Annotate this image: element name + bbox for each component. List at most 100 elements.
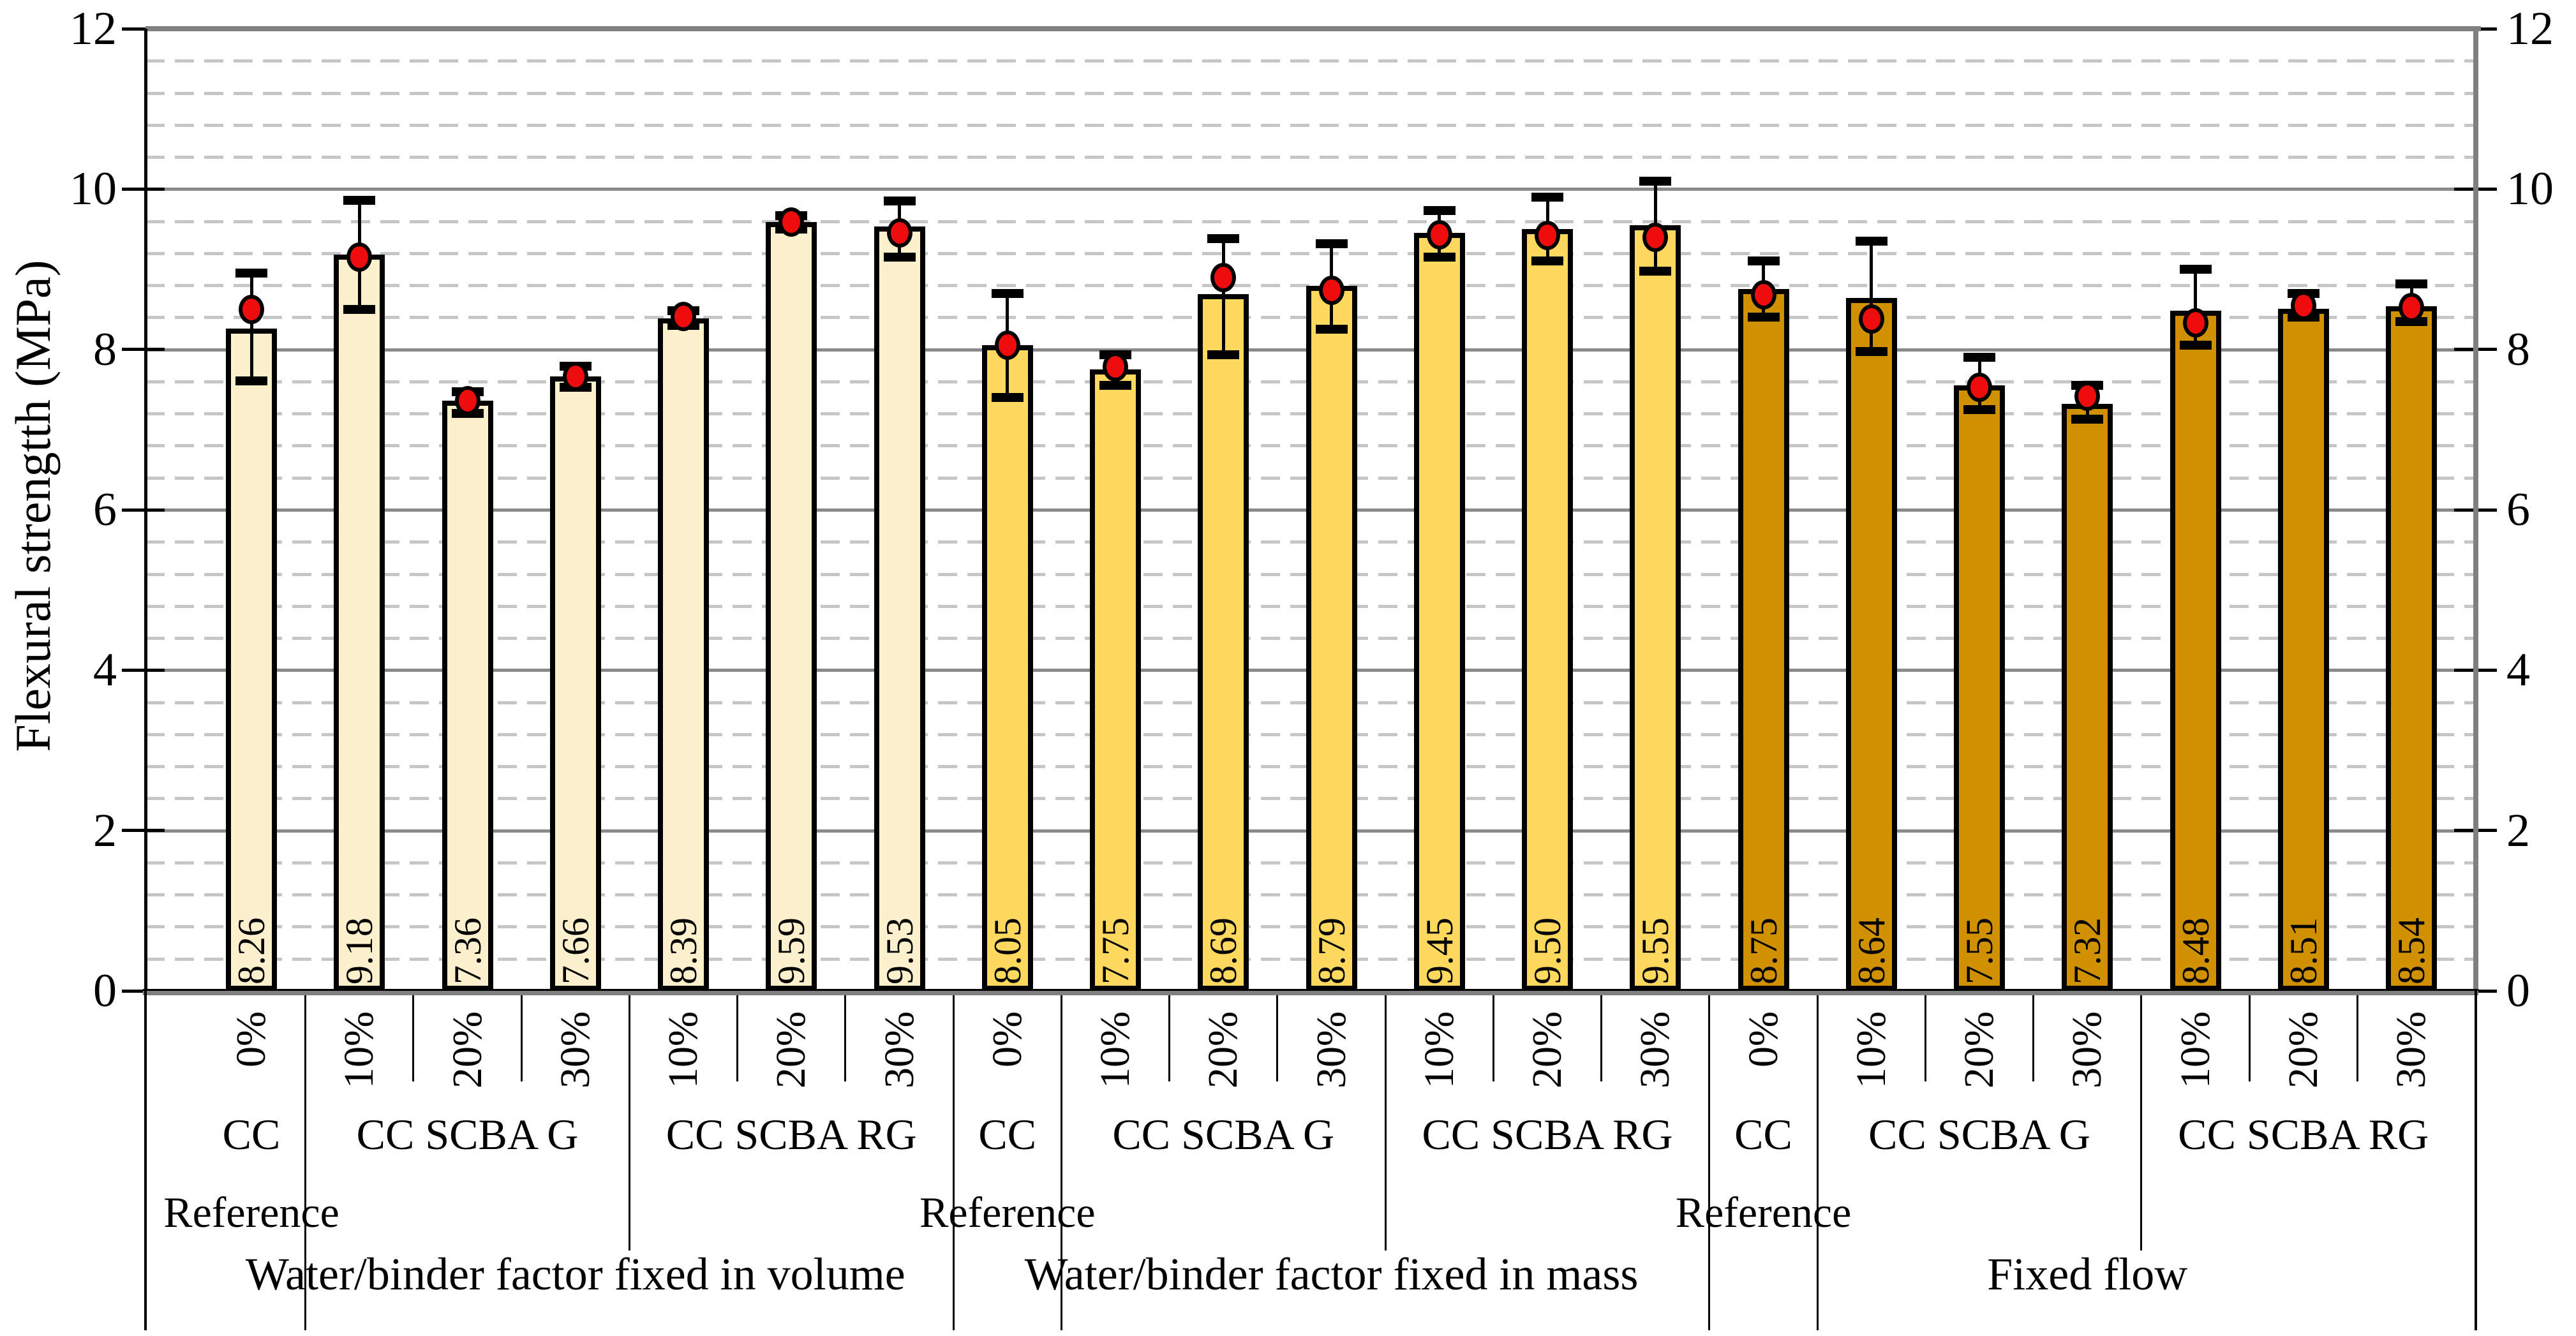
reference-label: Reference	[919, 1188, 1096, 1236]
error-bar-cap-top	[1423, 206, 1456, 216]
error-bar-cap-top	[2395, 279, 2427, 288]
error-bar-cap-top	[235, 269, 267, 278]
mean-marker-dot	[886, 218, 912, 248]
subgroup-label: CC SCBA RG	[1422, 1110, 1673, 1159]
y-axis-tick-left	[122, 348, 165, 352]
subgroup-label: CC	[978, 1110, 1037, 1159]
error-bar-cap-bottom	[1855, 347, 1887, 357]
plot-border-right	[2473, 26, 2478, 993]
error-bar-cap-top	[1207, 234, 1240, 244]
bar-value-label: 8.69	[1202, 917, 1245, 984]
y-axis-tick-label-left: 6	[93, 484, 117, 536]
category-separator-line	[1816, 991, 1819, 1330]
bar	[1522, 229, 1573, 991]
gridline-minor	[145, 156, 2476, 160]
subgroup-label: CC SCBA RG	[666, 1110, 917, 1159]
bar	[2277, 308, 2329, 991]
y-axis-tick-left	[122, 508, 165, 512]
category-separator-line	[1384, 991, 1387, 1251]
y-axis-tick-left	[122, 829, 165, 833]
mean-marker-dot	[2074, 381, 2101, 411]
gridline-minor	[145, 219, 2476, 223]
error-bar-cap-bottom	[1099, 381, 1131, 390]
category-separator-line	[2248, 991, 2251, 1081]
mean-marker-dot	[1858, 304, 1884, 334]
bar-value-label: 7.36	[446, 917, 489, 984]
mean-marker-dot	[994, 330, 1020, 360]
mean-marker-dot	[1318, 275, 1344, 305]
y-axis-tick-label-left: 8	[93, 323, 117, 376]
bar	[1090, 369, 1141, 991]
y-axis-tick-label-right: 2	[2506, 804, 2530, 857]
mean-marker-dot	[1535, 221, 1560, 251]
category-separator-line	[628, 991, 630, 1251]
group-label: Fixed flow	[1987, 1249, 2188, 1300]
bar	[1738, 289, 1789, 991]
category-separator-line	[1924, 991, 1926, 1081]
bar-value-label: 8.79	[1310, 917, 1353, 984]
bar	[1306, 286, 1357, 991]
category-separator-line	[1168, 991, 1171, 1081]
y-axis-tick-label-right: 6	[2506, 484, 2530, 536]
category-separator-line	[844, 991, 847, 1081]
bar-value-label: 9.18	[338, 917, 381, 984]
error-bar-cap-top	[1963, 353, 1995, 362]
reference-label: Reference	[163, 1188, 339, 1236]
y-axis-tick-label-left: 0	[93, 965, 117, 1017]
mean-marker-dot	[1750, 280, 1776, 310]
subgroup-label: CC SCBA G	[1868, 1110, 2090, 1159]
mean-marker-dot	[2399, 293, 2424, 323]
gridline-minor	[145, 59, 2476, 63]
y-axis-tick-left	[122, 27, 165, 31]
right-edge-separator	[2475, 991, 2477, 1330]
mean-marker-dot	[2290, 290, 2316, 320]
error-bar-cap-top	[1315, 239, 1348, 248]
mean-marker-dot	[1967, 372, 1992, 402]
subgroup-label: CC SCBA RG	[2178, 1110, 2429, 1159]
error-bar-cap-bottom	[991, 393, 1024, 403]
bar	[334, 255, 385, 991]
category-separator-line	[952, 991, 955, 1330]
error-bar-cap-bottom	[883, 253, 916, 262]
mean-marker-dot	[1426, 219, 1452, 249]
bar	[981, 345, 1033, 991]
error-bar-cap-top	[883, 197, 916, 206]
category-separator-line	[1492, 991, 1494, 1081]
bar	[1198, 293, 1249, 991]
subgroup-label: CC	[1734, 1110, 1792, 1159]
category-separator-line	[1600, 991, 1603, 1081]
error-bar-cap-bottom	[1531, 256, 1563, 266]
bar-value-label: 9.53	[878, 917, 921, 984]
y-axis-tick-left	[122, 187, 165, 191]
bar-value-label: 8.75	[1742, 917, 1785, 984]
bar-value-label: 7.55	[1958, 917, 2000, 984]
gridline-major	[145, 188, 2476, 191]
y-axis-tick-label-left: 10	[70, 163, 117, 216]
bar	[442, 401, 493, 991]
error-bar-cap-bottom	[2179, 341, 2212, 350]
error-bar-cap-bottom	[235, 376, 267, 385]
gridline-minor	[145, 251, 2476, 255]
category-separator-line	[2356, 991, 2358, 1081]
bar	[226, 328, 277, 991]
mean-marker-dot	[1642, 222, 1669, 252]
bar-value-label: 8.05	[986, 917, 1029, 984]
subgroup-label: CC	[222, 1110, 281, 1159]
plot-border-top	[145, 26, 2481, 31]
bar-value-label: 8.54	[2390, 917, 2432, 984]
error-bar	[2194, 269, 2197, 346]
bar-value-label: 8.26	[230, 917, 272, 984]
mean-marker-dot	[671, 302, 696, 332]
x-axis-shadow	[143, 991, 2478, 995]
bar-value-label: 8.51	[2282, 917, 2325, 984]
subgroup-label: CC SCBA G	[356, 1110, 579, 1159]
mean-marker-dot	[454, 386, 480, 416]
bar-value-label: 7.66	[554, 917, 597, 984]
error-bar-cap-top	[1531, 192, 1563, 202]
mean-marker-dot	[2182, 308, 2208, 338]
category-separator-line	[1276, 991, 1279, 1081]
mean-marker-dot	[562, 362, 588, 392]
error-bar	[1221, 239, 1225, 355]
bar-value-label: 7.32	[2066, 917, 2109, 984]
error-bar-cap-top	[991, 288, 1024, 298]
